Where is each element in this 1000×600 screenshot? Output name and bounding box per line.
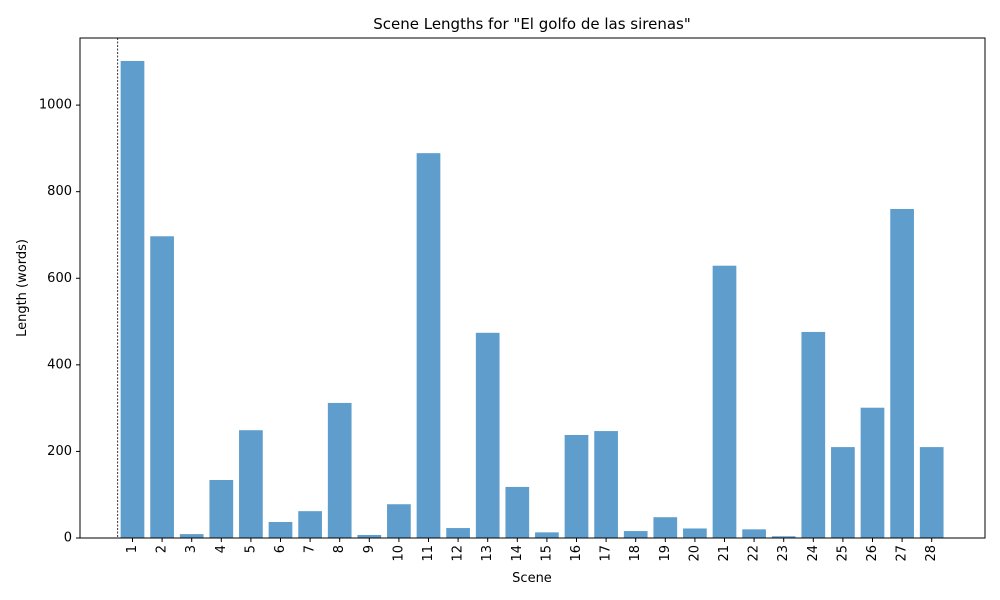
bar-scene-14 <box>505 486 530 538</box>
bar-scene-9 <box>357 534 382 538</box>
bar-scene-11 <box>416 153 441 538</box>
x-tick-label: 11 <box>421 545 436 562</box>
x-tick-label: 13 <box>480 545 495 562</box>
bar-scene-15 <box>535 532 559 538</box>
x-tick-label: 5 <box>243 545 258 553</box>
bar-scene-6 <box>268 521 293 538</box>
bar-scene-10 <box>387 504 411 538</box>
bar-scene-22 <box>742 529 766 538</box>
y-tick-label: 800 <box>47 184 72 199</box>
x-tick-label: 17 <box>599 545 614 562</box>
chart-title: Scene Lengths for "El golfo de las siren… <box>373 15 691 33</box>
y-axis-title: Length (words) <box>15 239 30 337</box>
x-tick-label: 27 <box>895 545 910 562</box>
bars-group <box>120 60 944 538</box>
x-tick-label: 23 <box>776 545 791 562</box>
x-tick-label: 16 <box>569 545 584 562</box>
bar-scene-13 <box>475 332 500 538</box>
bar-scene-25 <box>831 447 855 538</box>
x-tick-label: 18 <box>628 545 643 562</box>
x-tick-label: 12 <box>451 545 466 562</box>
x-axis: 1 2 3 4 5 6 7 8 9 10 11 12 13 14 15 16 17 18 19 20 21 22 23 24 2… <box>125 538 939 562</box>
x-tick-label: 19 <box>658 545 673 562</box>
x-tick-label: 9 <box>362 545 377 553</box>
x-tick-label: 1 <box>125 545 140 553</box>
x-tick-label: 25 <box>835 545 850 562</box>
bar-scene-18 <box>623 531 648 538</box>
bar-scene-7 <box>298 511 322 538</box>
bar-scene-16 <box>564 434 589 538</box>
x-tick-label: 6 <box>273 545 288 553</box>
bar-scene-28 <box>919 447 944 538</box>
x-tick-label: 22 <box>747 545 762 562</box>
bar-scene-21 <box>712 265 737 538</box>
bar-scene-8 <box>327 402 352 538</box>
bar-scene-2 <box>150 236 174 538</box>
bar-scene-3 <box>179 534 204 538</box>
y-tick-label: 1000 <box>39 98 72 113</box>
bar-scene-5 <box>239 430 263 538</box>
bar-scene-20 <box>683 528 707 538</box>
bar-scene-17 <box>594 431 618 538</box>
y-tick-label: 0 <box>64 531 72 546</box>
x-tick-label: 10 <box>391 545 406 562</box>
bar-scene-24 <box>801 331 826 538</box>
x-tick-label: 3 <box>184 545 199 553</box>
x-axis-title: Scene <box>512 571 552 586</box>
bar-scene-1 <box>120 60 145 538</box>
bar-scene-12 <box>446 528 470 538</box>
bar-scene-4 <box>209 479 234 538</box>
x-tick-label: 14 <box>510 545 525 562</box>
x-tick-label: 15 <box>539 545 554 562</box>
x-tick-label: 4 <box>214 545 229 553</box>
plot-area-frame <box>79 37 986 539</box>
x-tick-label: 7 <box>303 545 318 553</box>
bar-scene-26 <box>860 407 885 538</box>
x-tick-label: 26 <box>865 545 880 562</box>
x-tick-label: 2 <box>155 545 170 553</box>
x-tick-label: 21 <box>717 545 732 562</box>
x-tick-label: 8 <box>332 545 347 553</box>
bar-scene-19 <box>653 517 678 538</box>
x-tick-label: 24 <box>806 545 821 562</box>
x-tick-label: 28 <box>924 545 939 562</box>
y-tick-label: 200 <box>47 444 72 459</box>
y-tick-label: 600 <box>47 271 72 286</box>
y-tick-label: 400 <box>47 357 72 372</box>
x-tick-label: 20 <box>687 545 702 562</box>
bar-scene-27 <box>890 208 914 538</box>
y-axis: 0 200 400 600 800 1000 <box>39 98 80 546</box>
bar-scene-23 <box>771 536 796 538</box>
